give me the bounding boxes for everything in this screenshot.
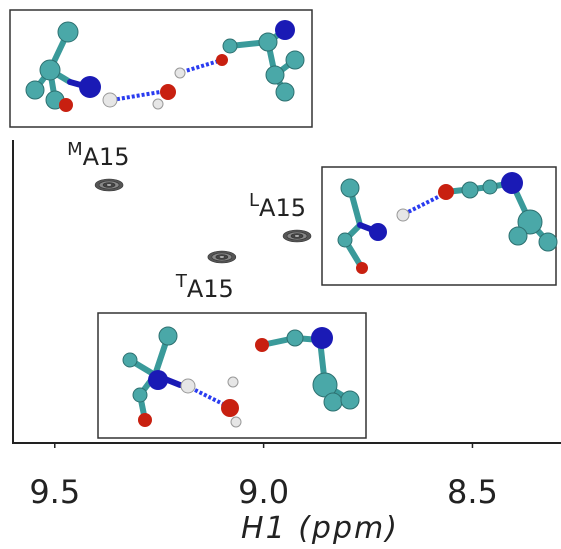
x-tick-label: 9.0 <box>238 473 289 511</box>
peak-contour <box>219 256 224 258</box>
peak-label-main: A15 <box>83 143 130 171</box>
molecule-inset <box>322 167 557 285</box>
peak-label: LA15 <box>249 190 306 222</box>
peak-label-sup: M <box>67 139 83 160</box>
peak <box>208 251 236 263</box>
x-tick-label: 8.5 <box>447 473 498 511</box>
x-tick-label: 9.5 <box>29 473 80 511</box>
x-axis-label: H1 (ppm) <box>241 511 399 546</box>
peak-contour <box>295 235 300 237</box>
chart: H1 (ppm) <box>0 0 561 549</box>
peak-label-sup: L <box>249 190 259 211</box>
molecule-inset <box>10 10 312 127</box>
peak <box>95 179 123 191</box>
peak-label: TA15 <box>175 271 234 303</box>
peak-label-main: A15 <box>187 275 234 303</box>
peak-label: MA15 <box>67 139 130 171</box>
peak <box>283 230 311 242</box>
molecule-inset <box>98 313 366 438</box>
peak-label-main: A15 <box>259 194 306 222</box>
peak-contour <box>107 184 112 186</box>
